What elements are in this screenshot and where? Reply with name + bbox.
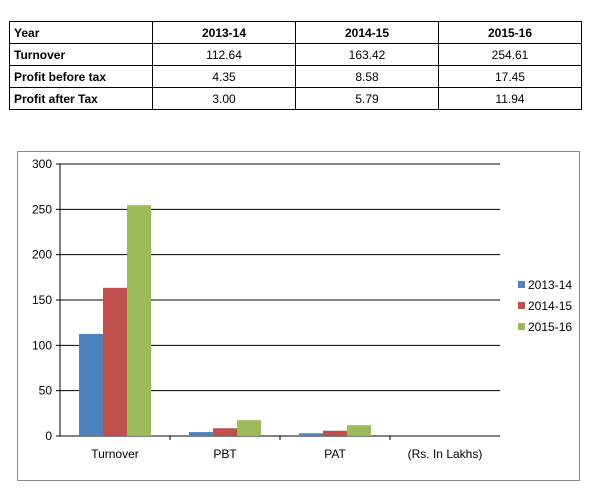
- table-cell: 11.94: [438, 87, 582, 110]
- y-tick-label: 250: [32, 202, 52, 216]
- y-tick-labels: 0 50 100 150 200 250 300: [32, 157, 60, 443]
- bar-2013-14-pat: [299, 433, 323, 436]
- bar-2013-14-turnover: [79, 333, 103, 436]
- table-cell: 3.00: [152, 87, 296, 110]
- chart-frame: 0 50 100 150 200 250 300 Turnover PBT PAT (Rs. In…: [17, 151, 580, 481]
- x-tick-label: PAT: [324, 447, 346, 461]
- table-cell: 254.61: [438, 43, 582, 66]
- bar-2014-15-pbt: [213, 428, 237, 436]
- y-tick-label: 200: [32, 248, 52, 262]
- x-tick-label: PBT: [213, 447, 237, 461]
- bar-2014-15-turnover: [103, 287, 127, 436]
- y-tick-label: 50: [39, 384, 53, 398]
- row-label: Profit after Tax: [9, 87, 153, 110]
- table-cell: 112.64: [152, 43, 296, 66]
- x-tick-labels: Turnover PBT PAT (Rs. In Lakhs): [91, 436, 482, 461]
- table-cell: 8.58: [295, 65, 439, 88]
- bar-2015-16-turnover: [127, 205, 151, 436]
- table-row-profit-before-tax: Profit before tax 4.35 8.58 17.45: [9, 65, 582, 88]
- y-tick-label: 0: [45, 429, 52, 443]
- table-cell: 5.79: [295, 87, 439, 110]
- table-header-row: Year 2013-14 2014-15 2015-16: [9, 21, 582, 44]
- bar-2014-15-pat: [323, 430, 347, 436]
- legend-label: 2015-16: [528, 320, 572, 334]
- legend-swatch: [518, 281, 525, 288]
- bar-chart: 0 50 100 150 200 250 300 Turnover PBT PAT (Rs. In…: [32, 157, 572, 461]
- header-2014-15: 2014-15: [295, 21, 439, 44]
- table-row-profit-after-tax: Profit after Tax 3.00 5.79 11.94: [9, 87, 582, 110]
- header-year: Year: [9, 21, 153, 44]
- y-tick-label: 100: [32, 338, 52, 352]
- table-cell: 163.42: [295, 43, 439, 66]
- legend-swatch: [518, 302, 525, 309]
- bar-2013-14-pbt: [189, 432, 213, 436]
- row-label: Turnover: [9, 43, 153, 66]
- x-tick-label: (Rs. In Lakhs): [408, 447, 483, 461]
- table-cell: 4.35: [152, 65, 296, 88]
- bar-2015-16-pat: [347, 425, 371, 436]
- y-tick-label: 300: [32, 157, 52, 171]
- legend-swatch: [518, 323, 525, 330]
- table-row-turnover: Turnover 112.64 163.42 254.61: [9, 43, 582, 66]
- legend-label: 2013-14: [528, 278, 572, 292]
- row-label: Profit before tax: [9, 65, 153, 88]
- bars: [79, 205, 371, 436]
- legend-label: 2014-15: [528, 299, 572, 313]
- table-cell: 17.45: [438, 65, 582, 88]
- header-2013-14: 2013-14: [152, 21, 296, 44]
- bar-2015-16-pbt: [237, 420, 261, 436]
- financial-summary-table: Year 2013-14 2014-15 2015-16 Turnover 11…: [9, 21, 582, 110]
- legend: 2013-14 2014-15 2015-16: [518, 278, 572, 334]
- y-tick-label: 150: [32, 293, 52, 307]
- x-tick-label: Turnover: [91, 447, 139, 461]
- header-2015-16: 2015-16: [438, 21, 582, 44]
